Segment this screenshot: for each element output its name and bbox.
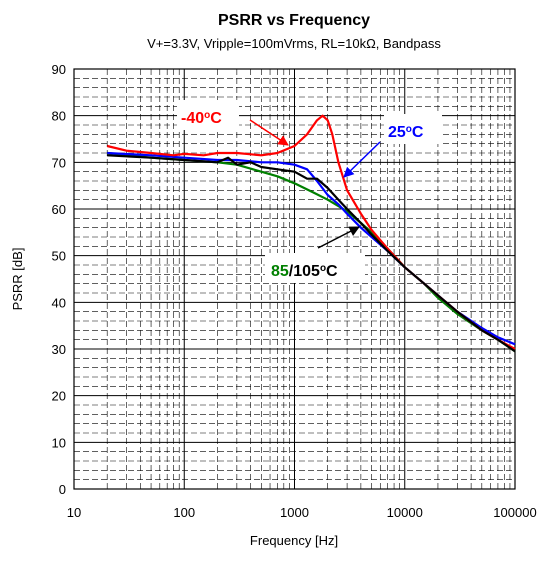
svg-text:25oC: 25oC xyxy=(388,124,424,142)
y-tick-label: 50 xyxy=(52,249,66,264)
series-lines xyxy=(106,114,516,353)
x-tick-label: 100000 xyxy=(493,505,536,520)
annotation-25c: 25oC xyxy=(384,114,442,144)
arrow-minus40 xyxy=(249,119,289,146)
x-tick-label: 100 xyxy=(173,505,195,520)
svg-text:-40oC: -40oC xyxy=(181,110,222,128)
x-tick-label: 10000 xyxy=(387,505,423,520)
series-line-0 xyxy=(106,114,516,350)
y-tick-label: 60 xyxy=(52,202,66,217)
svg-text:85/105oC: 85/105oC xyxy=(271,263,338,281)
arrow-85-105 xyxy=(317,226,360,249)
y-tick-label: 40 xyxy=(52,295,66,310)
chart-title: PSRR vs Frequency xyxy=(218,12,370,29)
plot-frame xyxy=(73,68,516,490)
annotation-arrows xyxy=(249,119,381,249)
y-tick-label: 10 xyxy=(52,435,66,450)
x-tick-labels: 10 100 1000 10000 100000 xyxy=(67,505,537,520)
annotation-85-105c: 85/105oC xyxy=(265,253,365,283)
chart-subtitle: V+=3.3V, Vripple=100mVrms, RL=10kΩ, Band… xyxy=(147,36,441,51)
x-tick-label: 10 xyxy=(67,505,81,520)
y-tick-labels: 0 10 20 30 40 50 60 70 80 90 xyxy=(52,62,66,497)
annotation-minus40c: -40oC xyxy=(177,100,239,130)
x-tick-label: 1000 xyxy=(280,505,309,520)
y-tick-label: 90 xyxy=(52,62,66,77)
y-tick-label: 70 xyxy=(52,155,66,170)
arrow-25 xyxy=(343,141,381,178)
y-tick-label: 0 xyxy=(59,482,66,497)
series-line-3 xyxy=(107,154,516,353)
y-tick-label: 80 xyxy=(52,109,66,124)
series-line-2 xyxy=(107,151,516,353)
y-tick-label: 20 xyxy=(52,389,66,404)
series-line-1 xyxy=(107,151,516,346)
y-tick-label: 30 xyxy=(52,342,66,357)
y-axis-label: PSRR [dB] xyxy=(10,248,25,311)
x-axis-label: Frequency [Hz] xyxy=(250,533,338,548)
